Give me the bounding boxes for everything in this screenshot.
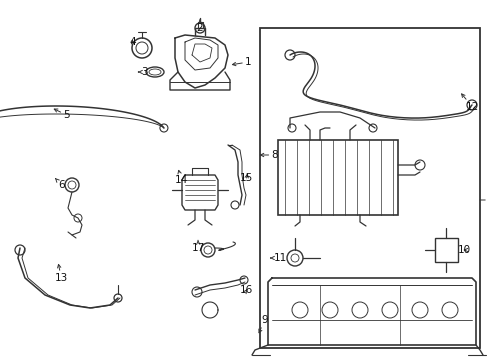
Text: 12: 12 [461, 94, 478, 112]
Text: 4: 4 [129, 37, 136, 47]
Text: 3: 3 [138, 67, 148, 77]
Bar [278, 140, 397, 215]
Text: 6: 6 [55, 179, 65, 190]
Text: 8: 8 [260, 150, 278, 160]
Text: 16: 16 [240, 285, 253, 295]
Text: 7: 7 [479, 195, 488, 205]
Bar [434, 238, 457, 262]
Text: 15: 15 [240, 173, 253, 183]
Text: 11: 11 [270, 253, 286, 263]
Text: 2: 2 [196, 20, 203, 33]
Text: 13: 13 [55, 265, 68, 283]
Text: 9: 9 [258, 315, 267, 333]
Bar [260, 28, 479, 348]
Text: 17: 17 [191, 240, 204, 253]
Text: 5: 5 [54, 109, 70, 120]
Text: 14: 14 [174, 170, 187, 185]
Text: 1: 1 [232, 57, 251, 67]
Text: 10: 10 [457, 245, 470, 255]
